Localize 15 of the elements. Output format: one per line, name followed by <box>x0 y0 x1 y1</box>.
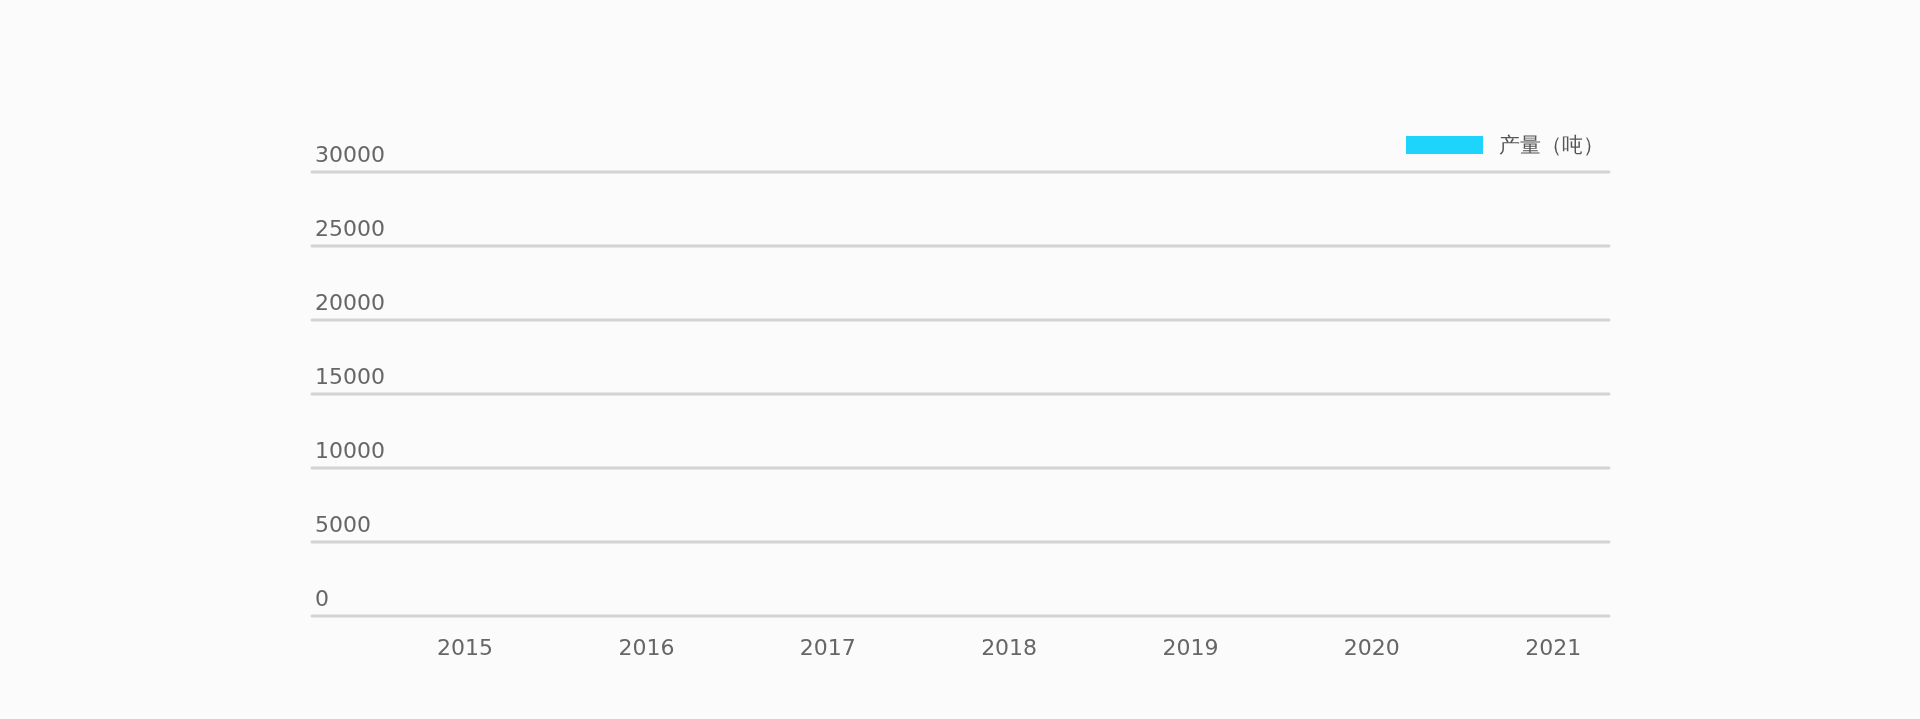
legend-label: 产量（吨） <box>1499 133 1604 157</box>
y-tick-label: 25000 <box>315 216 385 241</box>
x-tick-label: 2020 <box>1343 635 1400 660</box>
y-tick-label: 5000 <box>315 512 371 537</box>
y-tick-label: 30000 <box>315 142 385 167</box>
y-tick-label: 10000 <box>315 438 385 463</box>
x-tick-label: 2017 <box>799 635 856 660</box>
x-tick-label: 2018 <box>981 635 1038 660</box>
x-tick-label: 2015 <box>437 635 494 660</box>
x-tick-label: 2021 <box>1525 635 1582 660</box>
y-tick-label: 15000 <box>315 364 385 389</box>
y-tick-label: 0 <box>315 586 329 611</box>
x-tick-label: 2016 <box>618 635 675 660</box>
y-tick-label: 20000 <box>315 290 385 315</box>
x-tick-label: 2019 <box>1162 635 1219 660</box>
